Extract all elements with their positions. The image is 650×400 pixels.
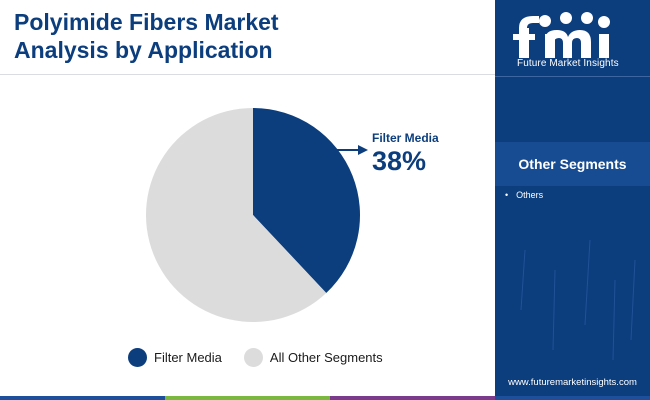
pie-callout: Filter Media 38% <box>372 131 439 177</box>
legend-item-filter-media: Filter Media <box>128 348 222 367</box>
pie-slice-all-other-segments <box>145 108 327 322</box>
title-line-2: Analysis by Application <box>14 37 273 63</box>
website-link[interactable]: www.futuremarketinsights.com <box>508 377 637 388</box>
logo-text: Future Market Insights <box>517 58 619 69</box>
segment-item-others: Others <box>505 188 543 202</box>
callout-arrow <box>333 145 368 155</box>
sidebar-divider <box>495 76 650 77</box>
callout-label: Filter Media <box>372 131 439 145</box>
fmi-logo <box>513 12 610 58</box>
pie-slice-filter-media <box>253 108 360 293</box>
title-divider <box>0 74 495 75</box>
legend-label: All Other Segments <box>269 350 383 365</box>
legend-item-all-other-segments: All Other Segments <box>243 348 383 367</box>
title-line-1: Polyimide Fibers Market <box>14 9 279 35</box>
other-segments-heading: Other Segments <box>495 142 650 186</box>
bar-segment <box>0 396 165 400</box>
callout-value: 38% <box>372 146 427 176</box>
sidebar: Future Market Insights Other Segments Ot… <box>495 0 650 396</box>
pie-chart <box>145 108 368 322</box>
chart-legend: Filter Media All Other Segments <box>128 348 405 367</box>
legend-swatch <box>243 348 263 367</box>
page-title: Polyimide Fibers Market Analysis by Appl… <box>14 8 484 64</box>
bar-segment <box>330 396 495 400</box>
legend-label: Filter Media <box>154 350 222 365</box>
other-segments-list: Others <box>505 188 543 202</box>
bar-segment <box>495 396 650 400</box>
bar-segment <box>165 396 330 400</box>
decorative-streaks <box>520 239 636 361</box>
bottom-color-bar <box>0 396 650 400</box>
legend-swatch <box>128 348 147 367</box>
